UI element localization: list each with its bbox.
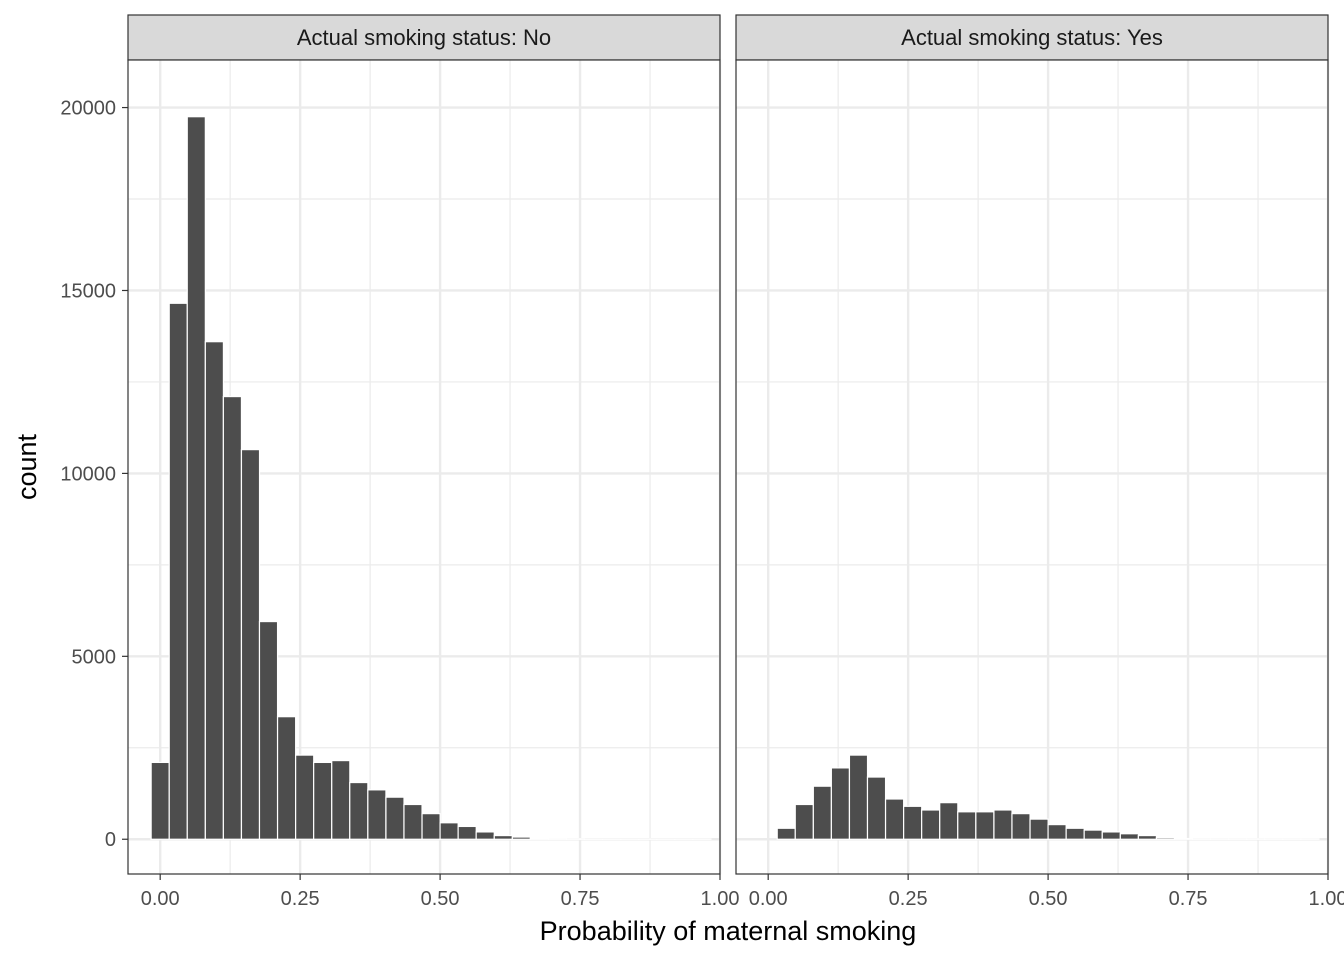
histogram-bar [547, 838, 568, 840]
histogram-bar [921, 809, 941, 840]
histogram-bar [276, 716, 297, 840]
facet-strip-yes [735, 14, 1329, 61]
histogram-bar [939, 802, 959, 840]
histogram-bar [240, 449, 261, 840]
histogram-bar [830, 767, 851, 840]
histogram-bar [186, 116, 206, 840]
histogram-bar [529, 837, 550, 840]
bars-no [150, 116, 712, 840]
histogram-bar [258, 620, 279, 840]
histogram-bar [1011, 813, 1031, 840]
histogram-bar [1137, 834, 1158, 840]
y-tick-label: 10000 [60, 463, 116, 485]
histogram-bar [150, 761, 170, 840]
histogram-bar [848, 754, 869, 840]
histogram-bar [1029, 818, 1049, 840]
histogram-bar [403, 803, 423, 840]
panel-actual-yes: Actual smoking status: Yes [735, 14, 1330, 875]
x-tick-label: 0.00 [749, 888, 788, 910]
histogram-bar [812, 785, 833, 840]
y-tick-label: 15000 [60, 280, 116, 302]
panel-actual-no: Actual smoking status: No [127, 14, 722, 875]
x-tick-label: 1.00 [1309, 888, 1344, 910]
histogram-bar [367, 789, 387, 840]
histogram-bar [511, 836, 532, 840]
histogram-bar [1101, 831, 1121, 840]
histogram-bar [1083, 829, 1103, 840]
histogram-bar [295, 754, 315, 840]
x-tick-label: 0.25 [889, 888, 928, 910]
y-axis: 0 5000 10000 15000 20000 [60, 98, 128, 851]
histogram-bar [439, 822, 459, 840]
histogram-bar [866, 776, 887, 840]
x-tick-label: 1.00 [701, 888, 740, 910]
histogram-bar [1155, 837, 1176, 840]
histogram-bar [957, 811, 977, 840]
x-tick-label: 0.50 [421, 888, 460, 910]
histogram-bar [975, 811, 995, 840]
plot-area-yes [736, 60, 1328, 874]
histogram-bar [1173, 837, 1194, 840]
histogram-bar [794, 803, 814, 840]
histogram-bar [884, 798, 905, 840]
y-tick-label: 0 [105, 829, 116, 851]
histogram-bar [421, 813, 441, 840]
x-axis-no: 0.00 0.25 0.50 0.75 1.00 [141, 874, 740, 910]
x-axis-yes: 0.00 0.25 0.50 0.75 1.00 [749, 874, 1344, 910]
y-tick-label: 5000 [72, 646, 117, 668]
histogram-bar [385, 796, 405, 840]
histogram-bar [1065, 827, 1085, 840]
histogram-bar [903, 805, 923, 840]
histogram-bar [349, 781, 369, 840]
bars-yes [776, 754, 1320, 840]
x-axis-title: Probability of maternal smoking [540, 916, 917, 946]
plot-border-no [127, 59, 721, 875]
x-tick-label: 0.50 [1029, 888, 1068, 910]
plot-border-yes [735, 59, 1329, 875]
histogram-bar [222, 395, 243, 840]
histogram-bar [313, 761, 333, 840]
histogram-bar [331, 759, 351, 840]
histogram-bar [204, 341, 225, 840]
x-tick-label: 0.25 [281, 888, 320, 910]
x-tick-label: 0.75 [1169, 888, 1208, 910]
facet-strip-no-label: Actual smoking status: No [297, 25, 551, 50]
histogram-bar [168, 302, 188, 840]
histogram-bar [493, 834, 513, 840]
facet-strip-yes-label: Actual smoking status: Yes [901, 25, 1163, 50]
histogram-bar [457, 825, 477, 840]
histogram-bar [1119, 833, 1140, 840]
x-tick-label: 0.00 [141, 888, 180, 910]
histogram-bar [1047, 824, 1067, 840]
x-tick-label: 0.75 [561, 888, 600, 910]
y-tick-label: 20000 [60, 98, 116, 120]
histogram-bar [776, 827, 796, 840]
histogram-bar [475, 831, 495, 840]
facet-strip-no [127, 14, 721, 61]
histogram-bar [993, 809, 1013, 840]
y-axis-title: count [12, 433, 42, 500]
